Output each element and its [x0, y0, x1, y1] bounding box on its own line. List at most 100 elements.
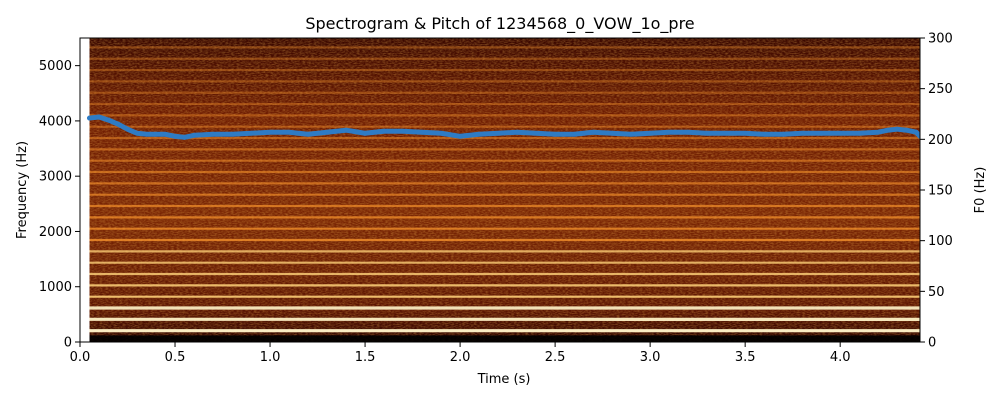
- pitch-point: [533, 130, 539, 136]
- pitch-point: [324, 129, 330, 135]
- pitch-point: [144, 131, 149, 137]
- y-tick-label: 1000: [39, 280, 72, 295]
- pitch-point: [182, 134, 187, 140]
- x-tick-label: 2.5: [545, 350, 566, 365]
- x-tick-label: 1.5: [355, 350, 376, 365]
- harmonic-band: [89, 181, 920, 186]
- harmonic-band: [89, 294, 920, 299]
- harmonic-band: [89, 283, 920, 288]
- harmonic-band: [89, 170, 920, 174]
- pitch-point: [419, 129, 425, 135]
- harmonic-band: [89, 79, 920, 84]
- harmonic-band: [89, 147, 920, 152]
- pitch-point: [723, 130, 729, 136]
- x-axis-label: Time (s): [477, 372, 531, 387]
- y2-tick-label: 250: [928, 82, 953, 97]
- harmonic-band: [89, 136, 920, 140]
- y2-tick-label: 50: [928, 285, 945, 300]
- pitch-point: [685, 129, 691, 135]
- pitch-point: [609, 130, 615, 136]
- y-tick-label: 2000: [39, 225, 72, 240]
- pitch-point: [571, 131, 577, 137]
- harmonic-band: [89, 113, 920, 118]
- y-axis-left: 0 1000 2000 3000 4000 5000: [39, 59, 80, 351]
- y2-tick-label: 200: [928, 133, 953, 148]
- harmonic-band: [89, 68, 920, 72]
- y-tick-label: 4000: [39, 114, 72, 129]
- pitch-point: [818, 130, 824, 136]
- harmonic-band: [89, 238, 920, 242]
- harmonic-band: [89, 305, 920, 311]
- low-frequency-band: [89, 335, 920, 342]
- pitch-point: [457, 133, 463, 139]
- x-tick-label: 4.0: [830, 350, 851, 365]
- pitch-point: [191, 132, 197, 138]
- pitch-point: [666, 129, 672, 135]
- x-axis: 0.0 0.5 1.0 1.5 2.0 2.5 3.0 3.5 4.0: [70, 342, 851, 365]
- pitch-point: [153, 131, 159, 137]
- pitch-point: [704, 130, 710, 136]
- harmonic-band: [89, 45, 920, 50]
- harmonic-band: [89, 193, 920, 197]
- pitch-point: [495, 130, 501, 136]
- pitch-point: [875, 129, 881, 135]
- pitch-point: [742, 130, 748, 136]
- x-tick-label: 0.5: [165, 350, 186, 365]
- pitch-point: [96, 114, 102, 120]
- y-axis-label: Frequency (Hz): [15, 141, 30, 239]
- pitch-point: [552, 131, 558, 137]
- pitch-point: [381, 128, 387, 134]
- y2-tick-label: 300: [928, 32, 953, 47]
- pitch-point: [400, 128, 406, 134]
- harmonic-band: [89, 261, 920, 265]
- harmonic-band: [89, 328, 920, 333]
- pitch-point: [229, 131, 235, 137]
- y-tick-label: 5000: [39, 59, 72, 74]
- harmonic-band: [89, 249, 920, 254]
- pitch-track: [87, 114, 920, 140]
- pitch-point: [248, 130, 254, 136]
- pitch-point: [856, 130, 862, 136]
- pitch-point: [799, 130, 805, 136]
- pitch-point: [343, 127, 349, 133]
- pitch-point: [917, 133, 920, 139]
- pitch-point: [210, 131, 216, 137]
- harmonic-band: [89, 215, 920, 220]
- pitch-point: [514, 129, 520, 135]
- chart-title: Spectrogram & Pitch of 1234568_0_VOW_1o_…: [305, 14, 694, 34]
- y2-tick-label: 100: [928, 234, 953, 249]
- y2-tick-label: 150: [928, 184, 953, 199]
- pitch-point: [885, 127, 891, 133]
- pitch-point: [894, 126, 900, 132]
- harmonic-band: [89, 57, 920, 61]
- pitch-point: [163, 131, 168, 137]
- y-tick-label: 3000: [39, 170, 72, 185]
- pitch-point: [286, 129, 292, 135]
- pitch-point: [761, 131, 767, 137]
- x-tick-label: 1.0: [260, 350, 281, 365]
- pitch-point: [904, 127, 910, 133]
- y-axis-right: 0 50 100 150 200 250 300: [920, 32, 953, 351]
- harmonic-band: [89, 102, 920, 106]
- pitch-point: [476, 131, 482, 137]
- harmonic-band: [89, 272, 920, 276]
- pitch-point: [115, 121, 121, 127]
- harmonic-band: [89, 91, 920, 95]
- x-tick-label: 0.0: [70, 350, 91, 365]
- pitch-point: [134, 130, 140, 136]
- y-tick-label: 0: [64, 336, 72, 351]
- pitch-point: [106, 117, 111, 123]
- plot-area: [80, 38, 920, 342]
- harmonic-bands: [89, 45, 920, 342]
- pitch-point: [628, 131, 634, 137]
- x-tick-label: 2.0: [450, 350, 471, 365]
- harmonic-band: [89, 204, 920, 208]
- pitch-point: [305, 131, 311, 137]
- pitch-point: [647, 130, 653, 136]
- pitch-point: [362, 130, 368, 136]
- harmonic-band: [89, 317, 920, 322]
- y2-axis-label: F0 (Hz): [973, 167, 988, 214]
- harmonic-band: [89, 227, 920, 231]
- pitch-point: [780, 131, 786, 137]
